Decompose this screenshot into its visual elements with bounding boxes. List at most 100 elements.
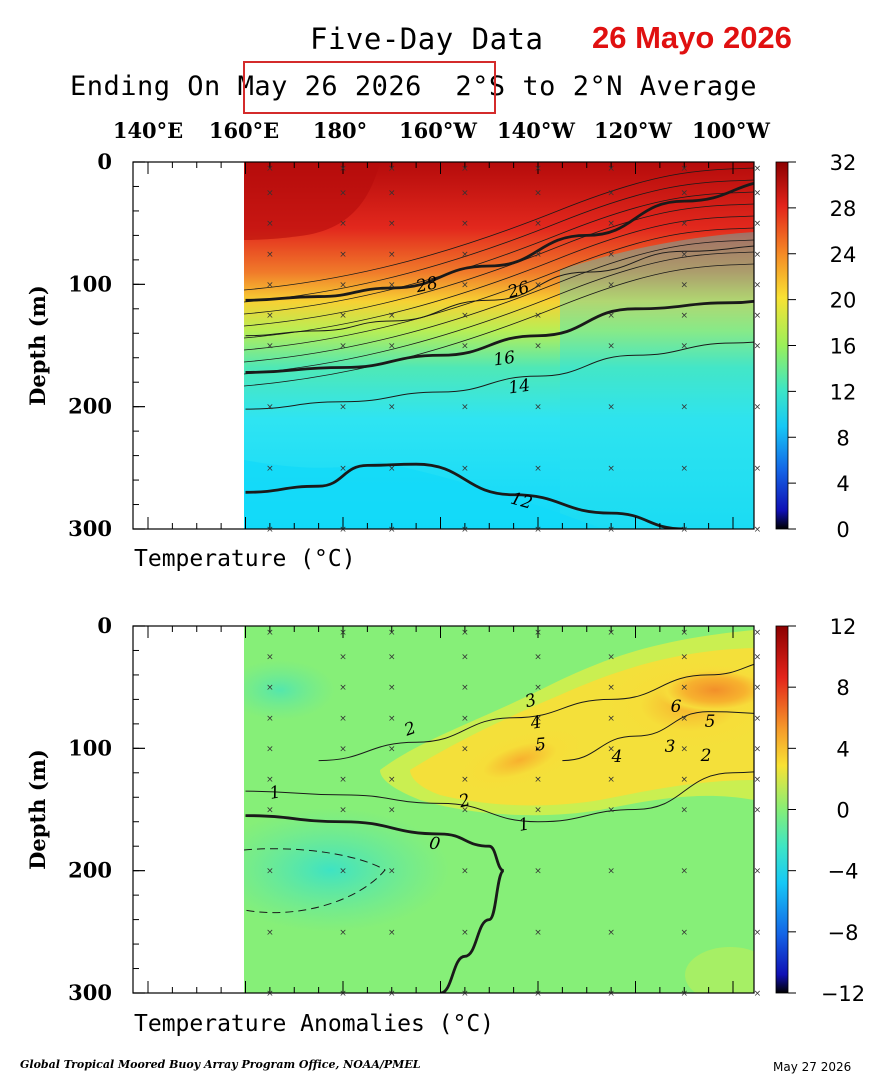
cool-anomaly-region: [244, 808, 450, 932]
colorbar-label-anomaly-0: 0: [836, 799, 849, 823]
buoy-sample-mark: ×: [680, 744, 688, 754]
buoy-sample-mark: ×: [461, 342, 469, 352]
buoy-sample-mark: ×: [339, 250, 347, 260]
buoy-sample-mark: ×: [680, 867, 688, 877]
buoy-sample-mark: ×: [607, 744, 615, 754]
temperature-panel: [132, 161, 755, 530]
buoy-sample-mark: ×: [534, 219, 542, 229]
chart-subtitle: Ending On May 26 2026 2°S to 2°N Average: [70, 71, 757, 102]
buoy-sample-mark: ×: [388, 683, 396, 693]
buoy-sample-mark: ×: [266, 628, 274, 638]
buoy-sample-mark: ×: [534, 928, 542, 938]
buoy-sample-mark: ×: [388, 653, 396, 663]
buoy-sample-mark: ×: [339, 464, 347, 474]
buoy-sample-mark: ×: [461, 280, 469, 290]
colorbar-label-anomaly-8: 8: [836, 676, 849, 700]
thermocline-isotherm: [244, 191, 754, 315]
date-highlight-box: [243, 61, 496, 114]
buoy-sample-mark: ×: [534, 525, 542, 535]
buoy-sample-mark: ×: [754, 280, 762, 290]
buoy-sample-mark: ×: [388, 403, 396, 413]
buoy-sample-mark: ×: [339, 403, 347, 413]
contour-line-temperature-16: [245, 299, 754, 374]
colorbar-label-anomaly-12: 12: [830, 615, 857, 639]
lon-label-140e: 140°E: [112, 118, 184, 143]
buoy-sample-mark: ×: [680, 164, 688, 174]
buoy-sample-mark: ×: [388, 525, 396, 535]
buoy-sample-mark: ×: [534, 403, 542, 413]
buoy-sample-mark: ×: [266, 928, 274, 938]
buoy-sample-mark: ×: [266, 250, 274, 260]
buoy-sample-mark: ×: [680, 342, 688, 352]
colorbar-label-temperature-20: 20: [830, 289, 857, 313]
buoy-sample-mark: ×: [680, 628, 688, 638]
buoy-sample-mark: ×: [754, 806, 762, 816]
buoy-sample-mark: ×: [680, 806, 688, 816]
buoy-sample-mark: ×: [754, 219, 762, 229]
buoy-sample-mark: ×: [680, 714, 688, 724]
buoy-sample-mark: ×: [339, 219, 347, 229]
buoy-sample-mark: ×: [534, 867, 542, 877]
buoy-sample-mark: ×: [754, 744, 762, 754]
contour-label: 5: [705, 712, 716, 732]
buoy-sample-mark: ×: [388, 806, 396, 816]
buoy-sample-mark: ×: [388, 250, 396, 260]
credit-line: Global Tropical Moored Buoy Array Progra…: [20, 1058, 421, 1071]
contour-line-temperature-14: [245, 341, 754, 410]
colorbar-label-temperature-28: 28: [830, 197, 857, 221]
buoy-sample-mark: ×: [388, 867, 396, 877]
thermocline-isotherm: [244, 167, 754, 291]
buoy-sample-mark: ×: [680, 189, 688, 199]
lon-label-180: 180°: [312, 118, 368, 143]
buoy-sample-mark: ×: [461, 464, 469, 474]
buoy-sample-mark: ×: [266, 653, 274, 663]
colorbar-label-temperature-16: 16: [830, 335, 857, 359]
subtitle-date: May 26 2026: [237, 71, 422, 102]
buoy-sample-mark: ×: [388, 219, 396, 229]
thermocline-isotherm: [244, 251, 754, 375]
contour-label: 3: [665, 737, 676, 757]
buoy-sample-mark: ×: [680, 311, 688, 321]
buoy-sample-mark: ×: [339, 189, 347, 199]
contour-line-temperature-12: [245, 462, 685, 529]
depth-tick-label-anomaly-100: 100: [68, 735, 112, 760]
lon-label-100w: 100°W: [692, 118, 770, 143]
buoy-sample-mark: ×: [461, 311, 469, 321]
contour-label: 5: [534, 735, 547, 756]
buoy-sample-mark: ×: [461, 653, 469, 663]
buoy-sample-mark: ×: [388, 311, 396, 321]
contour-line-temperature-28: [245, 181, 754, 302]
buoy-sample-mark: ×: [266, 403, 274, 413]
buoy-sample-mark: ×: [680, 403, 688, 413]
buoy-sample-mark: ×: [339, 311, 347, 321]
buoy-sample-mark: ×: [266, 867, 274, 877]
contour-line-temperature-26: [245, 245, 754, 337]
depth-tick-label-temperature-0: 0: [97, 149, 112, 174]
colorbar-label-temperature-32: 32: [830, 151, 857, 175]
buoy-sample-mark: ×: [680, 683, 688, 693]
buoy-sample-mark: ×: [388, 989, 396, 999]
anomaly-panel-frame: [132, 625, 755, 994]
buoy-sample-mark: ×: [534, 653, 542, 663]
buoy-sample-mark: ×: [339, 928, 347, 938]
buoy-sample-mark: ×: [339, 280, 347, 290]
buoy-sample-mark: ×: [388, 775, 396, 785]
anomaly-panel: [132, 625, 755, 994]
contour-label: 16: [492, 348, 516, 371]
y-axis-label-temperature: Depth (m): [25, 285, 50, 406]
buoy-sample-mark: ×: [461, 806, 469, 816]
depth-tick-label-temperature-300: 300: [68, 516, 112, 541]
buoy-sample-mark: ×: [266, 280, 274, 290]
thermocline-isotherm: [244, 215, 754, 339]
buoy-sample-mark: ×: [534, 683, 542, 693]
contour-label: 4: [528, 712, 543, 734]
buoy-sample-mark: ×: [339, 525, 347, 535]
buoy-sample-mark: ×: [339, 867, 347, 877]
colorbar-label-anomaly-4: 4: [836, 737, 849, 761]
buoy-sample-mark: ×: [266, 164, 274, 174]
buoy-sample-mark: ×: [388, 464, 396, 474]
buoy-sample-mark: ×: [339, 744, 347, 754]
buoy-sample-mark: ×: [461, 628, 469, 638]
buoy-sample-mark: ×: [607, 775, 615, 785]
